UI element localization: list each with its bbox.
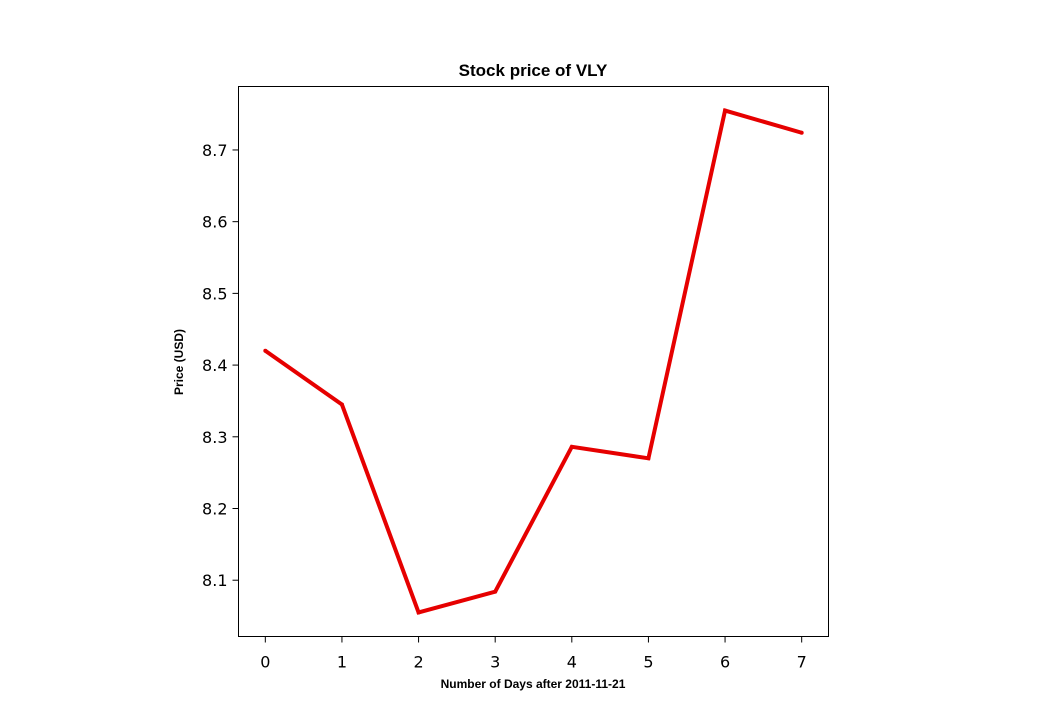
y-tick-label: 8.2 bbox=[202, 500, 227, 519]
y-tick-label: 8.4 bbox=[202, 356, 227, 375]
x-tick-label: 3 bbox=[490, 653, 500, 672]
x-axis-label: Number of Days after 2011-11-21 bbox=[441, 677, 626, 691]
data-point bbox=[723, 108, 728, 113]
data-points bbox=[263, 108, 804, 615]
x-tick-label: 4 bbox=[567, 653, 577, 672]
y-tick-label: 8.3 bbox=[202, 428, 227, 447]
y-tick-label: 8.5 bbox=[202, 284, 227, 303]
data-point bbox=[339, 402, 344, 407]
x-tick-label: 5 bbox=[643, 653, 653, 672]
data-point bbox=[646, 456, 651, 461]
x-tick-label: 0 bbox=[260, 653, 270, 672]
y-tick-label: 8.7 bbox=[202, 141, 227, 160]
x-axis: 0 1 2 3 4 5 6 7 bbox=[260, 636, 807, 672]
chart-title: Stock price of VLY bbox=[459, 61, 608, 80]
y-axis: 8.1 8.2 8.3 8.4 8.5 8.6 8.7 bbox=[202, 141, 239, 590]
y-tick-label: 8.1 bbox=[202, 571, 227, 590]
y-tick-label: 8.6 bbox=[202, 213, 227, 232]
data-point bbox=[569, 444, 574, 449]
data-point bbox=[416, 610, 421, 615]
y-axis-label: Price (USD) bbox=[172, 329, 186, 395]
x-tick-label: 2 bbox=[413, 653, 423, 672]
x-tick-label: 6 bbox=[720, 653, 730, 672]
x-tick-label: 1 bbox=[337, 653, 347, 672]
data-point bbox=[799, 130, 804, 135]
x-tick-label: 7 bbox=[797, 653, 807, 672]
price-series-line bbox=[264, 108, 803, 615]
data-point bbox=[263, 348, 268, 353]
data-point bbox=[493, 589, 498, 594]
plot-area-frame bbox=[238, 86, 829, 637]
